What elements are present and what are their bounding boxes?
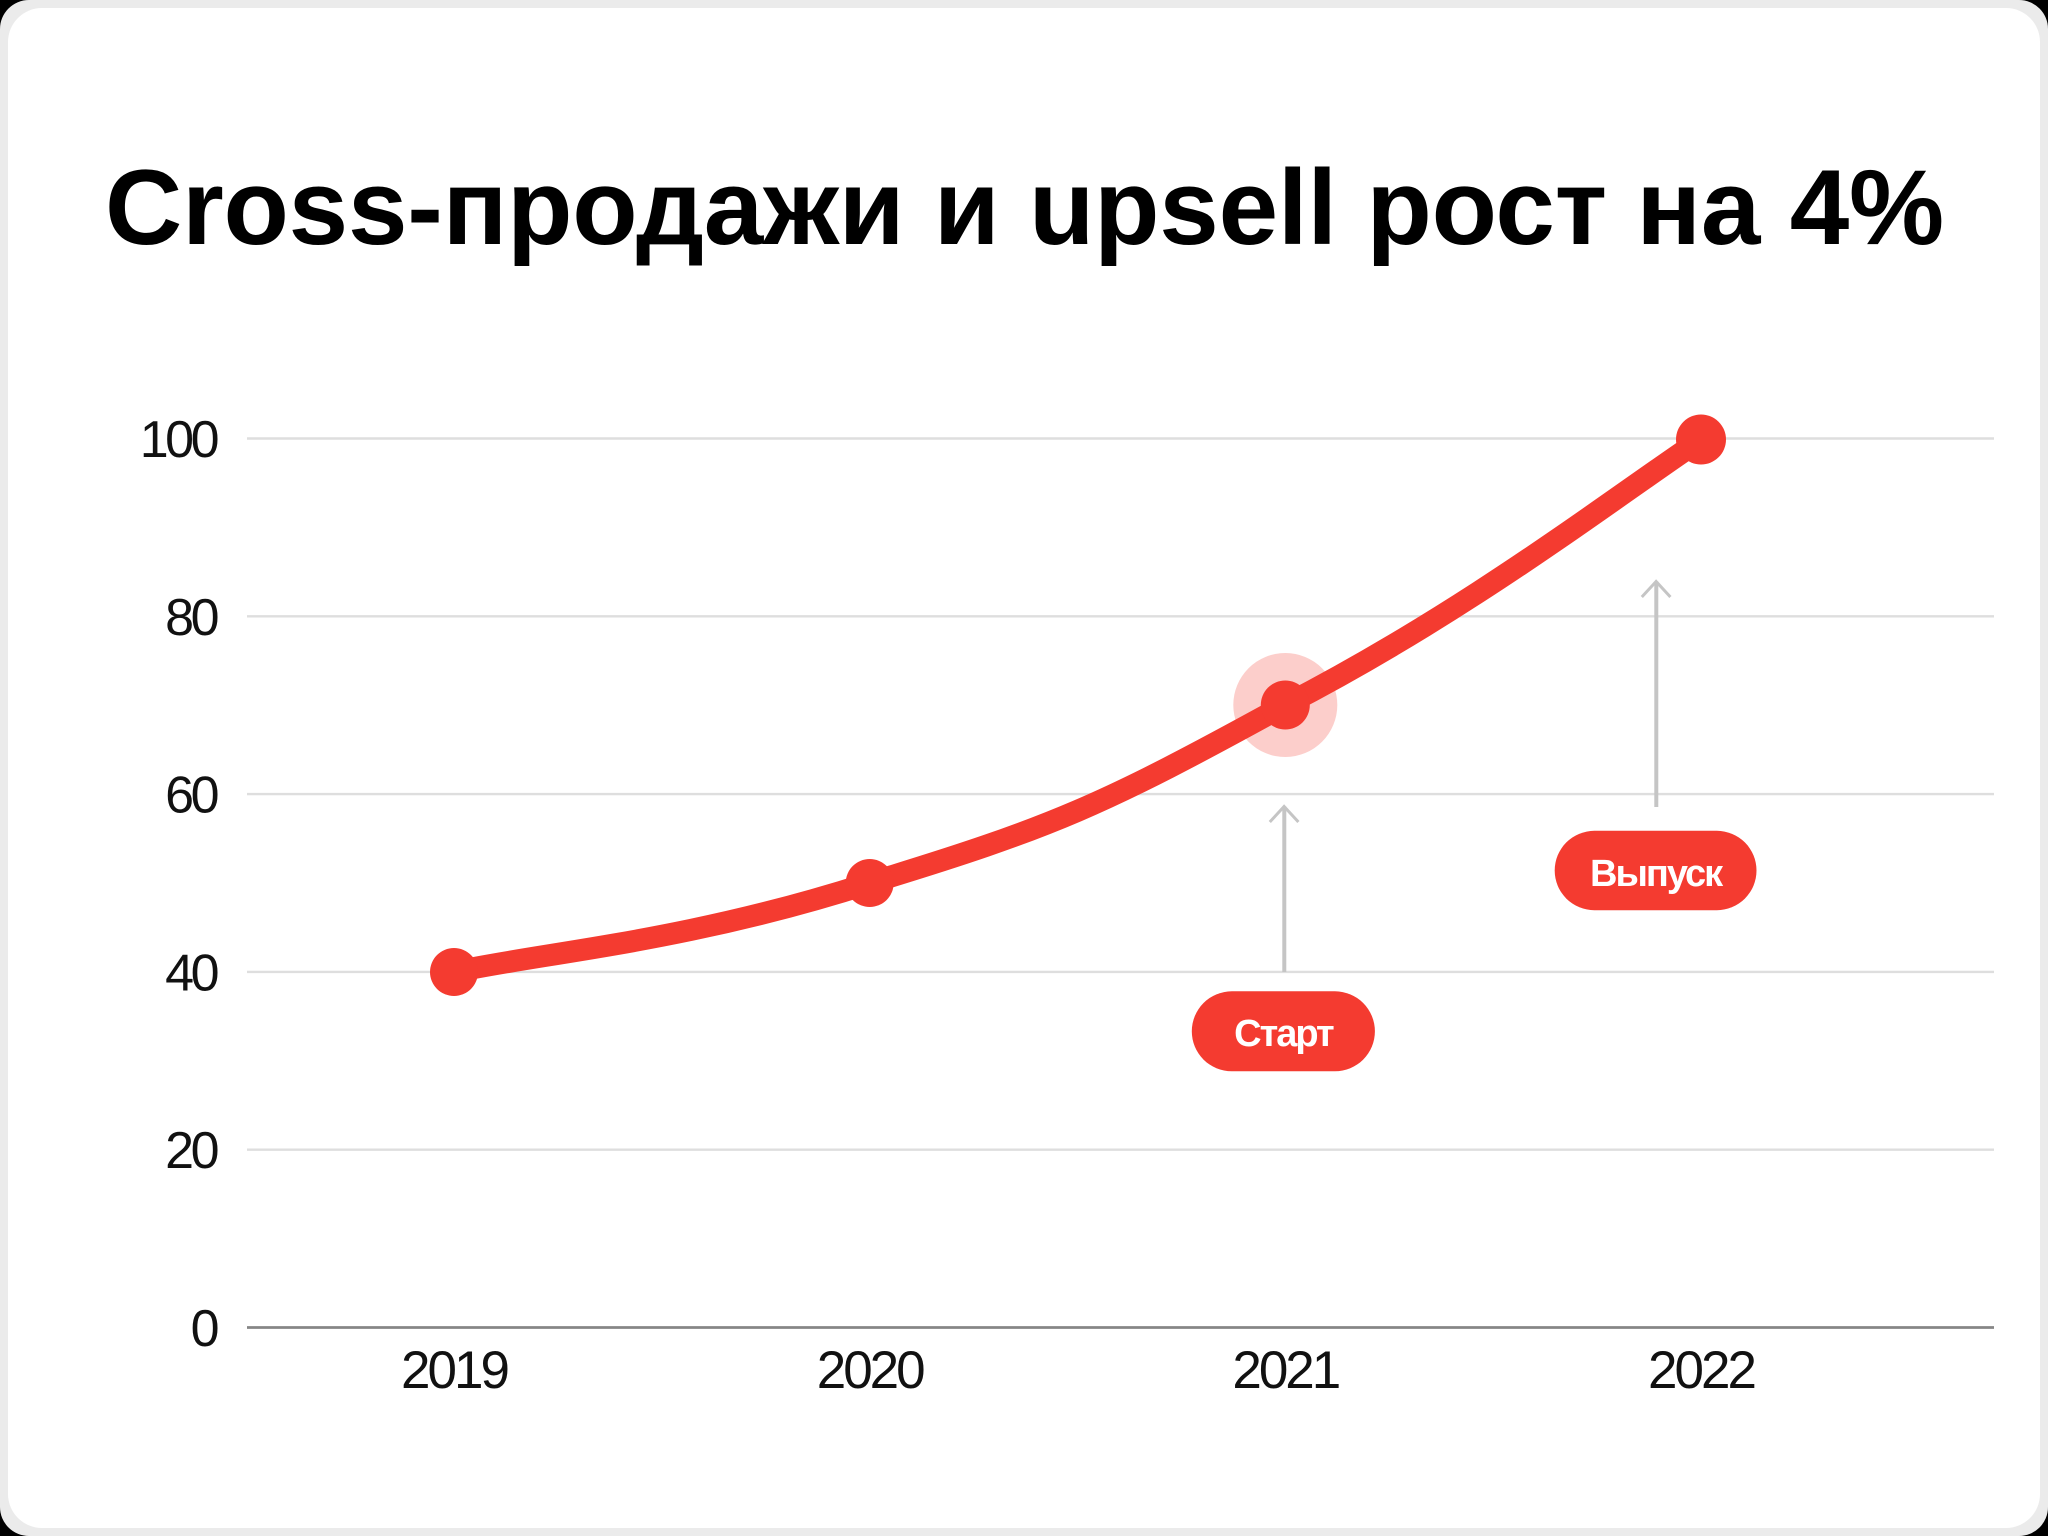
svg-text:100: 100 [140,411,218,469]
svg-text:Старт: Старт [1234,1013,1334,1055]
svg-text:60: 60 [165,767,217,825]
svg-text:2022: 2022 [1648,1341,1754,1400]
svg-text:Выпуск: Выпуск [1590,853,1724,895]
svg-text:20: 20 [165,1122,217,1180]
svg-text:2021: 2021 [1232,1341,1338,1400]
svg-text:2020: 2020 [817,1341,924,1400]
svg-text:0: 0 [191,1300,218,1358]
svg-text:80: 80 [165,589,217,647]
svg-text:40: 40 [165,944,217,1002]
svg-text:2019: 2019 [401,1341,507,1400]
